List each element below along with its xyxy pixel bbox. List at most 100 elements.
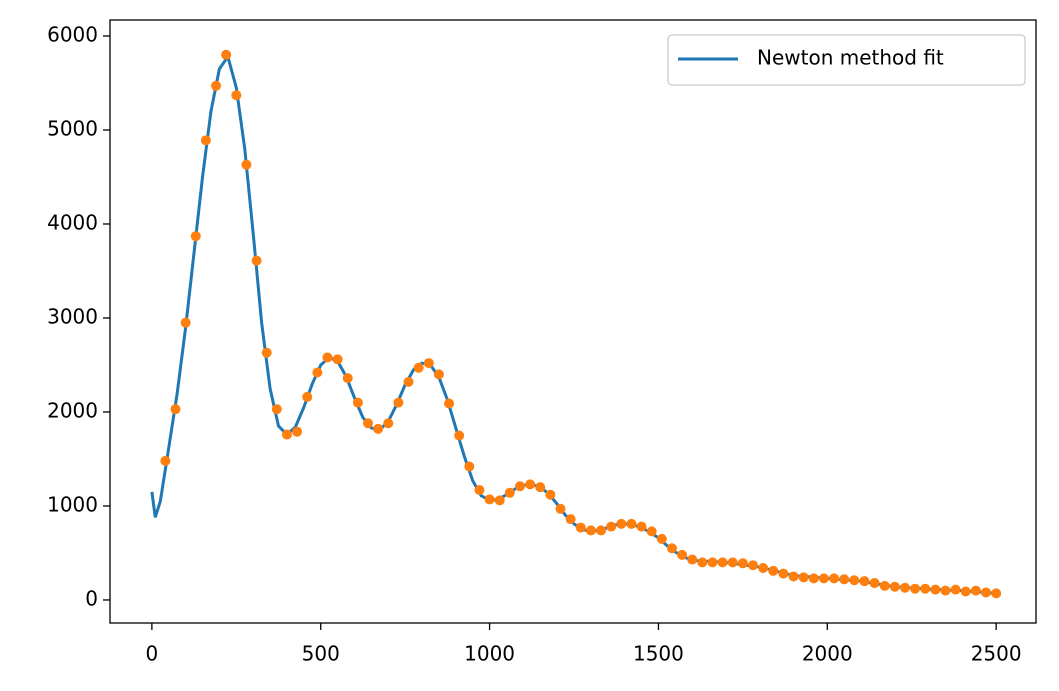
fit-line xyxy=(150,53,997,595)
data-point xyxy=(606,521,617,532)
data-point xyxy=(788,571,799,582)
data-point xyxy=(342,373,353,384)
data-point xyxy=(444,398,455,409)
data-point xyxy=(808,573,819,584)
data-point xyxy=(930,584,941,595)
data-point xyxy=(899,582,910,593)
data-point xyxy=(920,583,931,594)
data-point xyxy=(332,354,343,365)
x-tick-label: 1000 xyxy=(464,642,515,666)
data-point xyxy=(211,80,222,91)
data-point xyxy=(180,317,191,328)
data-point xyxy=(555,503,566,514)
data-point xyxy=(889,581,900,592)
data-point xyxy=(160,455,171,466)
data-point xyxy=(727,557,738,568)
data-point xyxy=(818,573,829,584)
data-point xyxy=(423,358,434,369)
data-point xyxy=(221,49,232,60)
data-point xyxy=(991,588,1002,599)
data-point xyxy=(292,426,303,437)
data-point xyxy=(960,586,971,597)
x-tick-label: 1500 xyxy=(633,642,684,666)
data-point xyxy=(484,494,495,505)
data-point xyxy=(697,557,708,568)
data-point xyxy=(707,557,718,568)
data-point xyxy=(869,578,880,589)
data-point xyxy=(281,429,292,440)
data-point xyxy=(312,367,323,378)
data-point xyxy=(545,489,556,500)
data-point xyxy=(879,580,890,591)
data-point xyxy=(585,525,596,536)
data-point xyxy=(514,481,525,492)
data-point xyxy=(737,558,748,569)
data-point xyxy=(646,526,657,537)
data-point xyxy=(666,543,677,554)
data-point xyxy=(616,518,627,529)
data-point xyxy=(768,565,779,576)
data-point xyxy=(494,495,505,506)
data-point xyxy=(393,397,404,408)
data-point xyxy=(565,514,576,525)
data-point xyxy=(535,482,546,493)
data-point xyxy=(363,418,374,429)
data-point xyxy=(778,568,789,579)
data-point xyxy=(950,584,961,595)
data-point xyxy=(798,572,809,583)
data-point xyxy=(626,518,637,529)
data-point xyxy=(677,549,688,560)
data-point xyxy=(373,423,384,434)
y-tick-label: 2000 xyxy=(47,398,98,422)
data-point xyxy=(525,479,536,490)
data-point xyxy=(970,585,981,596)
data-point xyxy=(190,231,201,242)
data-point xyxy=(454,430,465,441)
y-tick-label: 6000 xyxy=(47,22,98,46)
y-tick-label: 1000 xyxy=(47,492,98,516)
legend-label: Newton method fit xyxy=(757,46,944,70)
data-point xyxy=(200,135,211,146)
data-point xyxy=(849,575,860,586)
data-point xyxy=(758,563,769,574)
data-point xyxy=(383,418,394,429)
data-point xyxy=(352,397,363,408)
data-point xyxy=(464,461,475,472)
x-tick-label: 500 xyxy=(302,642,340,666)
data-point xyxy=(231,90,242,101)
data-point xyxy=(433,369,444,380)
y-tick-label: 0 xyxy=(85,586,98,610)
legend-box xyxy=(667,34,1026,86)
y-tick-label: 5000 xyxy=(47,116,98,140)
data-point xyxy=(251,255,262,266)
x-tick-label: 0 xyxy=(146,642,159,666)
data-point xyxy=(747,560,758,571)
data-point xyxy=(474,484,485,495)
data-point xyxy=(241,159,252,170)
data-point xyxy=(322,352,333,363)
data-point xyxy=(687,554,698,565)
data-point xyxy=(829,573,840,584)
data-point xyxy=(261,347,272,358)
data-point xyxy=(271,404,282,415)
x-tick-label: 2500 xyxy=(971,642,1022,666)
data-point xyxy=(413,362,424,373)
y-tick-label: 3000 xyxy=(47,304,98,328)
data-point xyxy=(596,525,607,536)
data-point xyxy=(940,585,951,596)
data-point xyxy=(717,557,728,568)
data-point xyxy=(575,522,586,533)
data-point xyxy=(859,576,870,587)
data-point xyxy=(656,533,667,544)
data-point xyxy=(981,587,992,598)
plot-area xyxy=(109,19,1037,624)
data-point xyxy=(504,487,515,498)
data-point xyxy=(302,391,313,402)
data-point xyxy=(910,583,921,594)
data-point xyxy=(839,574,850,585)
x-tick-label: 2000 xyxy=(802,642,853,666)
data-point xyxy=(170,404,181,415)
data-point xyxy=(403,376,414,387)
y-tick-label: 4000 xyxy=(47,210,98,234)
